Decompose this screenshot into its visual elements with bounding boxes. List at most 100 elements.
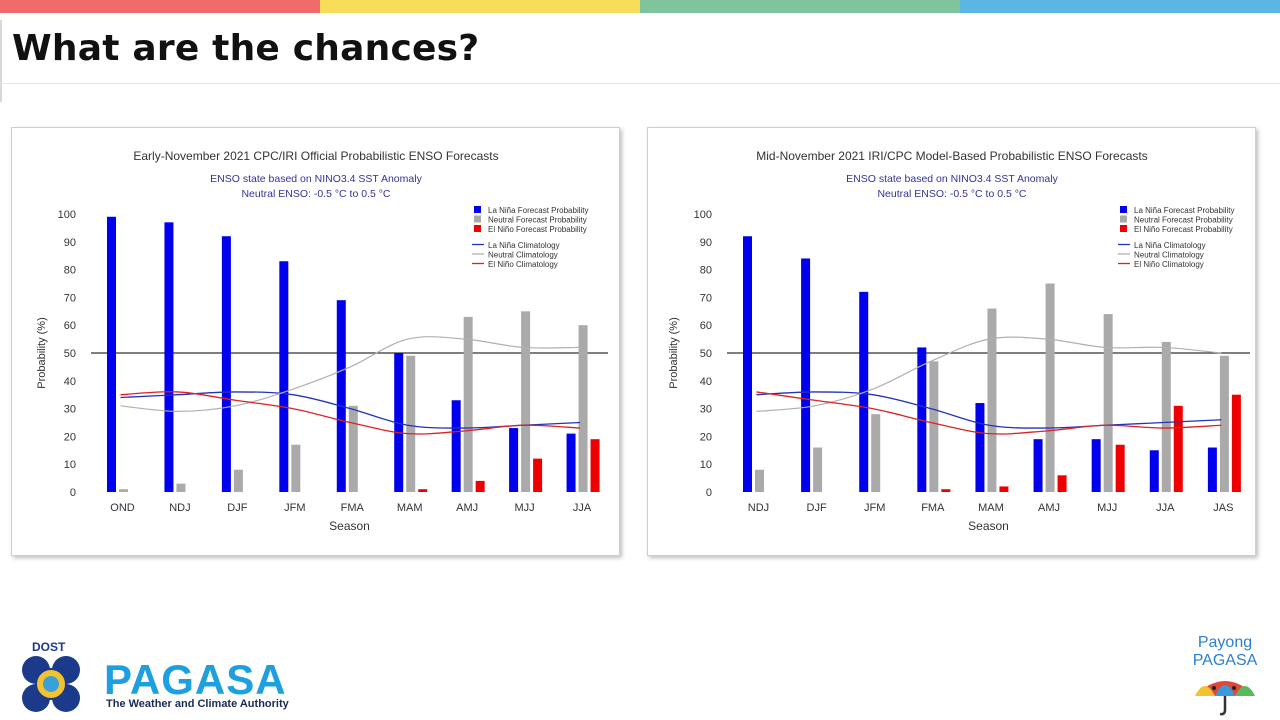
slide-title: What are the chances? [12, 28, 480, 69]
payong-pagasa-logo: Payong PAGASA [1170, 634, 1280, 720]
chart-mid-november: Mid-November 2021 IRI/CPC Model-Based Pr… [668, 149, 1250, 533]
bar-lanina [394, 353, 404, 492]
x-tick-label: JAS [1213, 502, 1233, 514]
bar-neutral [1219, 355, 1229, 492]
x-tick-label: MJJ [515, 502, 535, 514]
bar-elnino [1173, 405, 1183, 492]
bar-neutral [406, 355, 416, 492]
bar-neutral [1103, 314, 1113, 492]
legend-elnino-forecast-swatch [474, 225, 481, 232]
y-tick-label: 50 [700, 348, 712, 360]
chart-title: Mid-November 2021 IRI/CPC Model-Based Pr… [756, 149, 1147, 163]
bar-lanina [1149, 450, 1159, 492]
bar-elnino [533, 458, 543, 492]
x-tick-label: NDJ [169, 502, 190, 514]
pagasa-emblem-icon [22, 656, 80, 712]
bar-lanina [801, 258, 811, 492]
line-lanina-climatology [756, 391, 1222, 429]
bar-lanina [107, 216, 116, 492]
y-axis-label: Probability (%) [36, 317, 48, 389]
y-tick-label: 50 [64, 348, 76, 360]
chart-subtitle: ENSO state based on NINO3.4 SST Anomaly [210, 173, 422, 185]
bar-lanina [451, 400, 461, 492]
x-axis-label: Season [329, 519, 370, 533]
chart-title: Early-November 2021 CPC/IRI Official Pro… [133, 149, 498, 163]
x-axis-label: Season [968, 519, 1009, 533]
stripe-blue [960, 0, 1280, 13]
legend-elnino-climatology: El Niño Climatology [1134, 260, 1204, 269]
x-tick-label: AMJ [456, 502, 478, 514]
legend-lanina-forecast-swatch [1120, 206, 1127, 213]
y-tick-label: 80 [700, 265, 712, 277]
bar-elnino [1057, 475, 1067, 492]
legend-lanina-climatology: La Niña Climatology [1134, 241, 1206, 250]
bar-neutral [463, 316, 473, 492]
x-tick-label: FMA [921, 502, 945, 514]
dost-label: DOST [32, 640, 66, 654]
legend-neutral-forecast-swatch [474, 215, 481, 223]
y-tick-label: 100 [694, 209, 712, 221]
x-tick-label: JFM [284, 502, 305, 514]
payong-line-2: PAGASA [1192, 652, 1258, 669]
y-tick-label: 30 [700, 404, 712, 416]
bar-neutral [233, 469, 243, 492]
chart-subtitle-neutral: Neutral ENSO: -0.5 °C to 0.5 °C [241, 188, 390, 200]
legend-neutral-climatology: Neutral Climatology [488, 251, 558, 260]
legend-elnino-forecast: El Niño Forecast Probability [488, 225, 587, 234]
y-tick-label: 70 [700, 292, 712, 304]
bar-lanina [279, 261, 289, 492]
stripe-green [640, 0, 960, 13]
bar-lanina [509, 428, 519, 492]
chart-subtitle-neutral: Neutral ENSO: -0.5 °C to 0.5 °C [877, 188, 1026, 200]
chart-panel-early-november: Early-November 2021 CPC/IRI Official Pro… [11, 127, 620, 556]
legend-lanina-forecast: La Niña Forecast Probability [1134, 206, 1235, 215]
x-tick-label: MJJ [1097, 502, 1117, 514]
x-tick-label: JJA [573, 502, 592, 514]
y-tick-label: 100 [58, 209, 76, 221]
x-tick-label: DJF [227, 502, 247, 514]
legend-neutral-climatology: Neutral Climatology [1134, 251, 1204, 260]
top-color-stripe [0, 0, 1280, 13]
pagasa-wordmark: PAGASA [104, 656, 287, 703]
y-axis-label: Probability (%) [668, 317, 680, 389]
bar-neutral [291, 444, 301, 492]
line-neutral-climatology [120, 336, 581, 412]
line-elnino-climatology [120, 391, 581, 435]
bar-lanina [1207, 447, 1217, 492]
y-tick-label: 60 [64, 320, 76, 332]
umbrella-icon [1195, 681, 1255, 716]
bar-lanina [336, 300, 346, 492]
x-tick-label: OND [110, 502, 135, 514]
legend-elnino-forecast: El Niño Forecast Probability [1134, 225, 1233, 234]
y-tick-label: 0 [706, 487, 712, 499]
pagasa-tagline: The Weather and Climate Authority [106, 698, 289, 710]
y-tick-label: 90 [64, 237, 76, 249]
stripe-red [0, 0, 320, 13]
bar-lanina [1091, 439, 1101, 492]
stripe-yellow [320, 0, 640, 13]
bar-elnino [1231, 394, 1241, 492]
legend-neutral-forecast: Neutral Forecast Probability [1134, 216, 1233, 225]
chart-panel-mid-november: Mid-November 2021 IRI/CPC Model-Based Pr… [647, 127, 1256, 556]
y-tick-label: 40 [64, 376, 76, 388]
y-tick-label: 10 [700, 459, 712, 471]
y-tick-label: 10 [64, 459, 76, 471]
bar-neutral [929, 361, 939, 492]
bar-neutral [1161, 341, 1171, 492]
x-tick-label: MAM [978, 502, 1004, 514]
y-tick-label: 70 [64, 292, 76, 304]
bar-elnino [475, 480, 485, 492]
bar-neutral [119, 489, 128, 492]
pagasa-logo: DOST PAGASA The Weather and Climate Auth… [14, 640, 314, 716]
y-tick-label: 60 [700, 320, 712, 332]
y-tick-label: 20 [64, 431, 76, 443]
legend-neutral-forecast-swatch [1120, 215, 1127, 223]
bar-neutral [871, 414, 881, 492]
bar-lanina [975, 403, 985, 492]
legend-elnino-climatology: El Niño Climatology [488, 260, 558, 269]
title-divider [0, 83, 1280, 84]
bar-lanina [164, 222, 174, 492]
bar-elnino [999, 486, 1009, 492]
chart-early-november: Early-November 2021 CPC/IRI Official Pro… [36, 149, 608, 533]
x-tick-label: JJA [1156, 502, 1175, 514]
